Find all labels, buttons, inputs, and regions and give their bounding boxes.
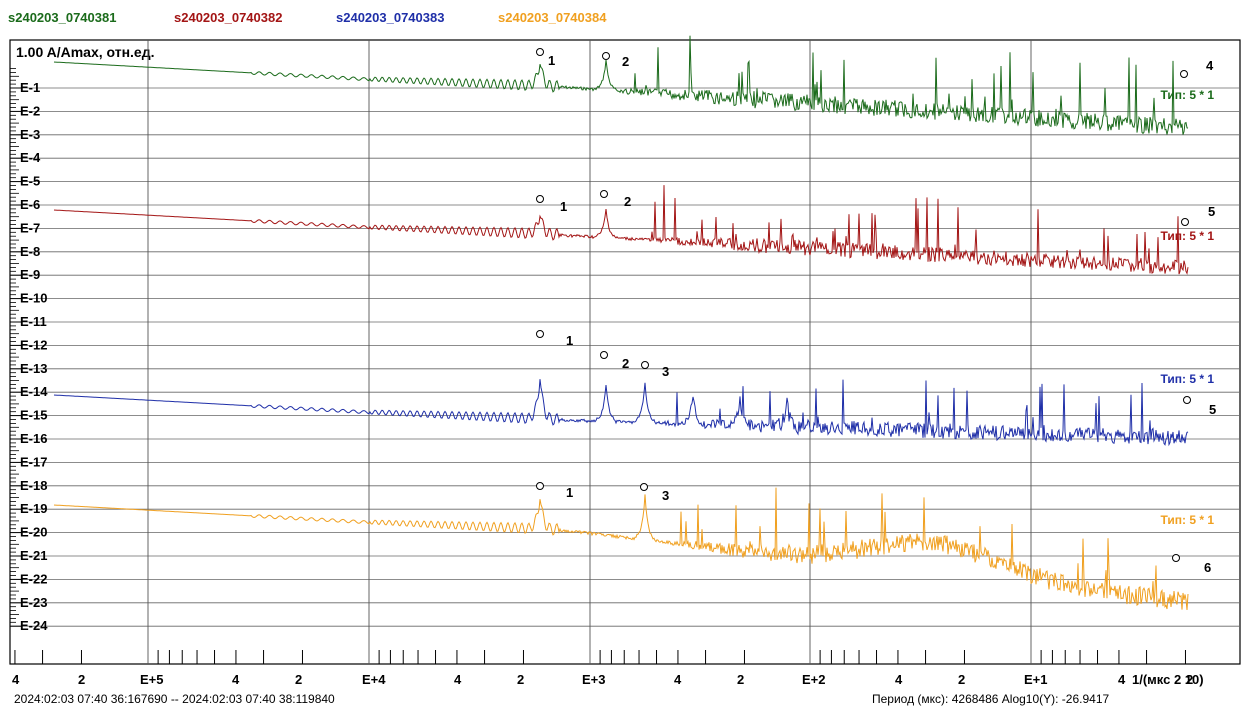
y-tick-label: E-15 xyxy=(20,408,47,423)
x-tick-label: 2 xyxy=(78,672,85,687)
y-tick-label: E-24 xyxy=(20,618,48,633)
y-tick-label: E-5 xyxy=(20,174,40,189)
x-tick-label: E+3 xyxy=(582,672,606,687)
x-tick-label: 2 xyxy=(517,672,524,687)
series-trace xyxy=(53,487,1189,611)
x-tick-label: 2 xyxy=(1186,672,1193,687)
y-tick-label: E-12 xyxy=(20,337,47,352)
legend-label: s240203_0740384 xyxy=(498,10,607,25)
x-tick-label: 4 xyxy=(895,672,903,687)
peak-label: 1 xyxy=(566,485,573,500)
legend-item-2[interactable]: s240203_0740382 xyxy=(174,10,282,25)
peak-label: 4 xyxy=(1206,58,1214,73)
y-tick-label: E-7 xyxy=(20,220,40,235)
series-2: 1 2 5 Тип: 5 * 1 xyxy=(53,185,1215,275)
x-tick-label: 4 xyxy=(674,672,682,687)
series-trace xyxy=(53,35,1189,135)
y-axis-label: 1.00 A/Amax, отн.ед. xyxy=(16,44,155,60)
peak-marker xyxy=(602,52,610,60)
x-tick-label: 4 xyxy=(12,672,20,687)
legend-label: s240203_0740382 xyxy=(174,10,283,25)
series-trace xyxy=(53,379,1189,447)
x-tick-label: E+5 xyxy=(140,672,164,687)
peak-label: 6 xyxy=(1204,560,1211,575)
y-tick-label: E-3 xyxy=(20,127,40,142)
series-1: 1 2 4 Тип: 5 * 1 xyxy=(53,35,1214,135)
legend-item-1[interactable]: s240203_0740381 xyxy=(8,10,116,25)
x-tick-label: 4 xyxy=(1118,672,1126,687)
series-3: 1 2 3 5 Тип: 5 * 1 xyxy=(53,330,1216,447)
y-tick-label: E-4 xyxy=(20,150,41,165)
peak-marker xyxy=(640,483,648,491)
y-tick-label: E-9 xyxy=(20,267,40,282)
x-tick-label: E+2 xyxy=(802,672,826,687)
y-tick-label: E-19 xyxy=(20,501,47,516)
series-type-label: Тип: 5 * 1 xyxy=(1160,88,1214,102)
peak-marker xyxy=(1172,554,1180,562)
series-trace xyxy=(53,185,1189,275)
legend-label: s240203_0740383 xyxy=(336,10,445,25)
series-type-label: Тип: 5 * 1 xyxy=(1160,372,1214,386)
y-tick-label: E-22 xyxy=(20,571,47,586)
peak-label: 1 xyxy=(548,53,555,68)
legend-label: s240203_0740381 xyxy=(8,10,117,25)
peak-label: 5 xyxy=(1209,402,1216,417)
y-tick-label: E-16 xyxy=(20,431,47,446)
y-tick-label: E-20 xyxy=(20,525,47,540)
series-type-label: Тип: 5 * 1 xyxy=(1160,513,1214,527)
legend-item-4[interactable]: s240203_0740384 xyxy=(498,10,606,25)
legend-item-3[interactable]: s240203_0740383 xyxy=(336,10,444,25)
y-tick-label: E-2 xyxy=(20,103,40,118)
y-tick-label: E-11 xyxy=(20,314,47,329)
y-tick-label: E-23 xyxy=(20,595,47,610)
peak-label: 1 xyxy=(566,333,573,348)
peak-label: 2 xyxy=(622,54,629,69)
peak-label: 1 xyxy=(560,199,567,214)
peak-marker xyxy=(1181,218,1189,226)
y-tick-label: E-13 xyxy=(20,361,47,376)
peak-marker xyxy=(600,351,608,359)
x-tick-label: 2 xyxy=(737,672,744,687)
x-tick-label: 2 xyxy=(295,672,302,687)
y-tick-label: E-6 xyxy=(20,197,40,212)
x-tick-label: 4 xyxy=(454,672,462,687)
status-readout: Период (мкс): 4268486 Alog10(Y): -26.941… xyxy=(872,692,1110,706)
y-tick-label: E-17 xyxy=(20,454,47,469)
peak-marker xyxy=(536,482,544,490)
plot-frame xyxy=(9,39,1241,665)
x-tick-label: E+1 xyxy=(1024,672,1048,687)
peak-label: 3 xyxy=(662,364,669,379)
y-tick-label: E-18 xyxy=(20,478,47,493)
x-tick-label: 4 xyxy=(232,672,240,687)
peak-marker xyxy=(641,361,649,369)
y-tick-label: E-8 xyxy=(20,244,40,259)
x-tick-label: 2 xyxy=(958,672,965,687)
y-tick-label: E-10 xyxy=(20,291,47,306)
y-tick-label: E-21 xyxy=(20,548,47,563)
peak-marker xyxy=(1183,396,1191,404)
series-type-label: Тип: 5 * 1 xyxy=(1160,229,1214,243)
peak-marker xyxy=(1180,70,1188,78)
peak-label: 3 xyxy=(662,488,669,503)
peak-marker xyxy=(536,48,544,56)
peak-marker xyxy=(536,330,544,338)
peak-marker xyxy=(600,190,608,198)
peak-marker xyxy=(536,195,544,203)
x-tick-label: E+4 xyxy=(362,672,386,687)
peak-label: 2 xyxy=(622,356,629,371)
y-tick-label: E-1 xyxy=(20,80,40,95)
peak-label: 2 xyxy=(624,194,631,209)
time-range-label: 2024:02:03 07:40 36:167690 -- 2024:02:03… xyxy=(14,692,335,706)
x-axis-label: 1/(мкс 2 10) xyxy=(1132,672,1204,687)
peak-label: 5 xyxy=(1208,204,1215,219)
series-4: 1 3 6 Тип: 5 * 1 xyxy=(53,482,1214,611)
y-tick-label: E-14 xyxy=(20,384,48,399)
